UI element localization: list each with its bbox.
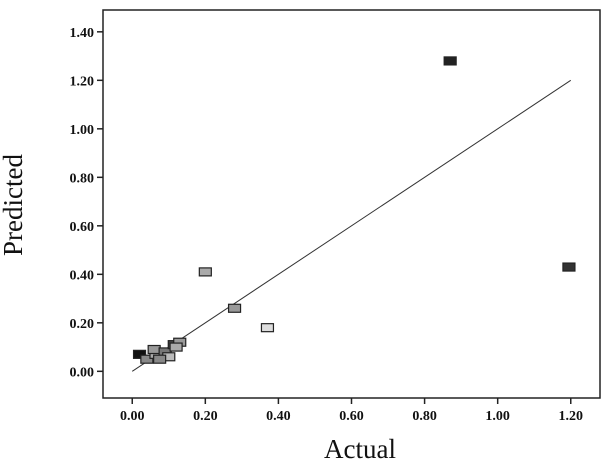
y-tick-label: 1.40	[70, 26, 95, 41]
y-tick-label: 0.40	[70, 268, 95, 283]
x-tick-label: 0.20	[193, 409, 218, 424]
y-tick-label: 0.20	[70, 317, 95, 332]
y-tick-label: 0.00	[70, 365, 95, 380]
reference-line	[131, 79, 572, 372]
point	[562, 262, 576, 272]
y-tick-label: 1.20	[70, 74, 95, 89]
point	[227, 303, 242, 313]
point	[169, 342, 183, 352]
point	[198, 267, 212, 277]
point	[443, 56, 457, 66]
x-tick-label: 0.40	[266, 409, 291, 424]
point	[147, 344, 161, 355]
y-axis-label: Predicted	[0, 154, 28, 256]
y-tick-label: 0.80	[70, 171, 95, 186]
x-tick-label: 0.60	[339, 409, 364, 424]
x-axis-label: Actual	[324, 434, 396, 464]
point	[132, 349, 147, 359]
x-tick-label: 0.80	[412, 409, 437, 424]
point	[260, 323, 275, 333]
y-tick-label: 1.00	[70, 123, 95, 138]
point	[153, 354, 167, 364]
point	[140, 354, 154, 364]
x-tick-label: 1.20	[559, 409, 584, 424]
x-tick-label: 1.00	[485, 409, 510, 424]
x-tick-label: 0.00	[120, 409, 145, 424]
y-tick-label: 0.60	[70, 220, 95, 235]
